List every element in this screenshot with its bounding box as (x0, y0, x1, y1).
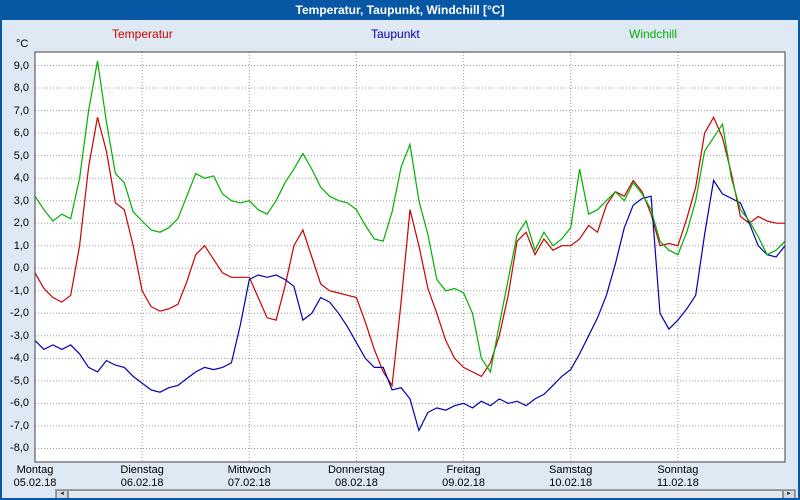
y-axis-tick-label: -5,0 (10, 374, 29, 387)
y-axis-tick-label: -7,0 (10, 419, 29, 432)
window-title: Temperatur, Taupunkt, Windchill [°C] (295, 3, 505, 17)
y-axis-tick-label: 2,0 (13, 217, 29, 230)
legend-taupunkt: Taupunkt (371, 27, 420, 41)
x-axis-date-label: 09.02.18 (442, 477, 485, 489)
title-bar: Temperatur, Taupunkt, Windchill [°C] (0, 0, 800, 20)
y-axis-tick-label: -6,0 (10, 397, 29, 410)
x-axis-date-label: 08.02.18 (335, 477, 378, 489)
y-axis: 9,0 8,0 7,0 6,0 5,0 4,0 3,0 2,0 1,0 0,0 -1,0 -2,0 -3… (0, 0, 31, 470)
y-axis-tick-label: -1,0 (10, 284, 29, 297)
x-axis-day-label: Sonntag (657, 464, 699, 476)
x-axis-date-label: 10.02.18 (549, 477, 593, 489)
y-axis-tick-label: 0,0 (13, 262, 29, 275)
window-border-left (0, 0, 2, 500)
x-axis-day-label: Montag (16, 464, 54, 476)
y-axis-tick-label: 9,0 (13, 59, 29, 72)
y-axis-tick-label: 4,0 (13, 172, 29, 185)
legend-temperatur: Temperatur (112, 27, 173, 41)
y-axis-tick-label: 3,0 (13, 194, 29, 207)
window-border-right (798, 0, 800, 500)
x-axis-day-label: Samstag (548, 464, 593, 476)
y-axis-tick-label: -2,0 (10, 307, 29, 320)
x-axis-day-label: Mittwoch (227, 464, 271, 476)
y-axis-tick-label: 7,0 (13, 104, 29, 117)
y-axis-tick-label: 6,0 (13, 127, 29, 140)
y-axis-tick-label: 1,0 (13, 239, 29, 252)
x-axis-date-label: 11.02.18 (656, 477, 699, 489)
x-axis-date-label: 07.02.18 (227, 477, 271, 489)
legend-windchill: Windchill (629, 27, 678, 41)
y-axis-tick-label: 5,0 (13, 149, 29, 162)
y-axis-tick-label: -8,0 (10, 442, 29, 455)
y-axis-tick-label: -4,0 (10, 352, 29, 365)
x-axis-day-label: Donnerstag (327, 464, 385, 476)
y-axis-tick-label: -3,0 (10, 329, 29, 342)
window-border-bottom (0, 498, 800, 500)
x-axis-date-label: 06.02.18 (120, 477, 164, 489)
y-axis-tick-label: 8,0 (13, 82, 29, 95)
x-axis-date-label: 05.02.18 (13, 477, 57, 489)
y-axis-unit-label: °C (16, 38, 29, 50)
x-axis-day-label: Dienstag (120, 464, 164, 476)
x-axis-day-label: Freitag (446, 464, 481, 476)
